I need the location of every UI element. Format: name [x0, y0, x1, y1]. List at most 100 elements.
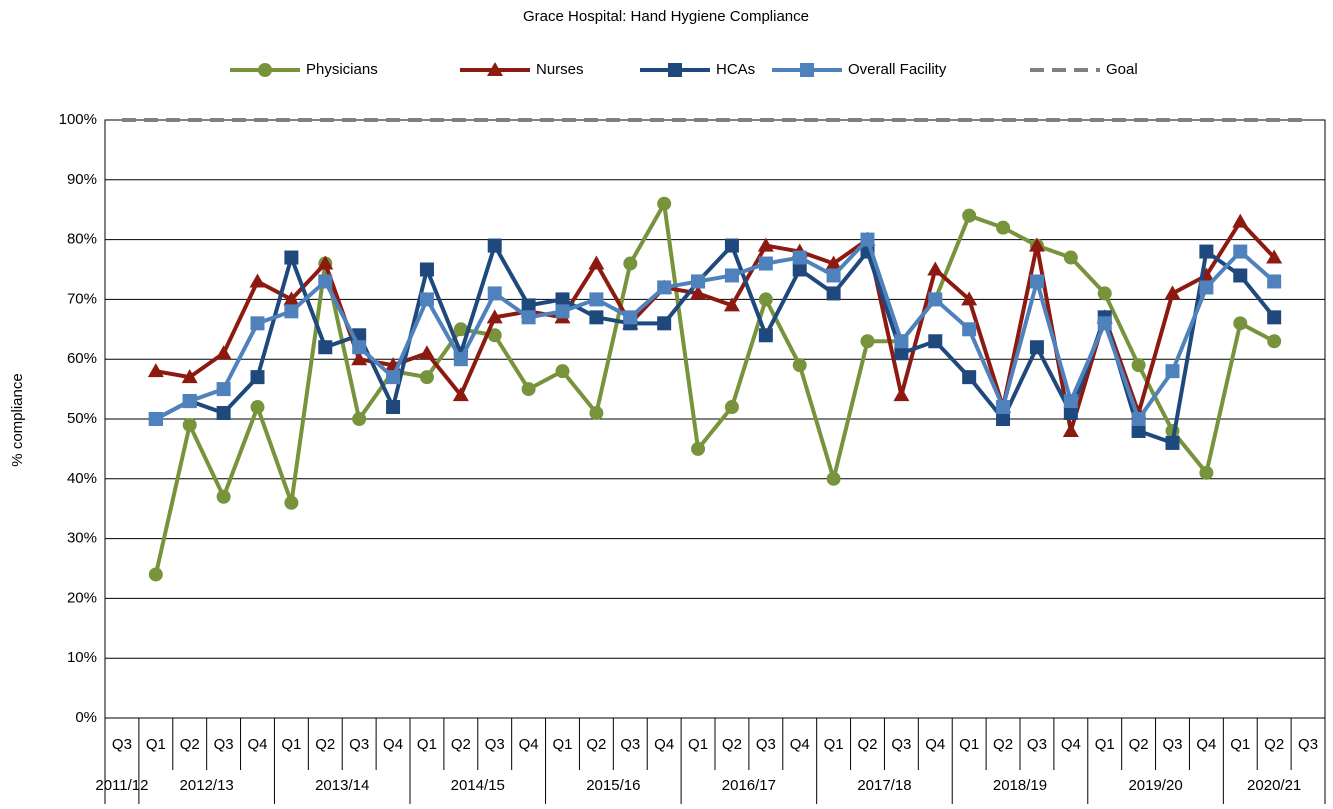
- x-tick-label: Q2: [722, 736, 742, 753]
- point: [352, 412, 367, 426]
- point: [317, 255, 334, 270]
- point: [1063, 406, 1078, 421]
- x-tick-label: Q2: [1129, 736, 1149, 753]
- x-tick-label: Q2: [315, 736, 335, 753]
- x-tick-label: Q3: [349, 736, 369, 753]
- x-tick-label: Q1: [146, 736, 166, 753]
- point: [623, 310, 638, 325]
- x-tick-label: Q2: [451, 736, 471, 753]
- point: [453, 352, 468, 367]
- legend-label: HCAs: [716, 61, 755, 78]
- point: [1131, 423, 1146, 438]
- point: [182, 394, 197, 409]
- y-tick-label: 70%: [67, 290, 97, 307]
- point: [792, 358, 807, 373]
- point: [453, 322, 468, 337]
- point: [452, 387, 469, 402]
- y-tick-label: 100%: [59, 111, 97, 128]
- point: [487, 328, 502, 343]
- point: [284, 250, 299, 265]
- point: [250, 316, 265, 331]
- chart-title: Grace Hospital: Hand Hygiene Compliance: [523, 8, 809, 25]
- point: [1267, 334, 1282, 349]
- x-group-label: 2018/19: [993, 777, 1047, 794]
- point: [1131, 412, 1146, 426]
- series-line: [154, 237, 1276, 421]
- point: [521, 298, 536, 313]
- point: [1029, 340, 1044, 355]
- legend-label: Physicians: [306, 61, 378, 78]
- x-tick-label: Q2: [180, 736, 200, 753]
- x-tick-label: Q4: [790, 736, 810, 753]
- point: [792, 250, 807, 265]
- x-tick-label: Q3: [756, 736, 776, 753]
- x-tick-label: Q4: [1196, 736, 1216, 753]
- point: [487, 286, 502, 301]
- point: [1063, 250, 1078, 265]
- point: [284, 304, 299, 319]
- point: [487, 238, 502, 253]
- y-tick-label: 10%: [67, 649, 97, 666]
- x-tick-label: Q2: [857, 736, 877, 753]
- point: [588, 255, 605, 270]
- point: [826, 471, 841, 486]
- point: [521, 382, 536, 397]
- x-tick-label: Q4: [654, 736, 674, 753]
- point: [147, 363, 164, 378]
- y-tick-label: 0%: [75, 709, 97, 726]
- point: [860, 232, 875, 247]
- y-tick-label: 40%: [67, 470, 97, 487]
- point: [1266, 249, 1283, 264]
- point: [318, 274, 333, 289]
- point: [1233, 316, 1248, 331]
- point: [894, 334, 909, 349]
- x-tick-label: Q2: [993, 736, 1013, 753]
- x-tick-label: Q1: [417, 736, 437, 753]
- point: [351, 351, 368, 366]
- point: [249, 273, 266, 288]
- point: [757, 237, 774, 252]
- point: [1199, 465, 1214, 480]
- point: [996, 412, 1011, 426]
- point: [216, 406, 231, 421]
- legend-label: Goal: [1106, 61, 1138, 78]
- point: [386, 370, 401, 385]
- point: [927, 261, 944, 276]
- x-tick-label: Q3: [485, 736, 505, 753]
- y-tick-label: 50%: [67, 410, 97, 427]
- point: [283, 291, 300, 306]
- point: [1063, 394, 1078, 409]
- x-tick-label: Q1: [688, 736, 708, 753]
- x-tick-label: Q3: [891, 736, 911, 753]
- point: [657, 196, 672, 211]
- point: [521, 310, 536, 325]
- x-tick-label: Q3: [1162, 736, 1182, 753]
- legend-label: Overall Facility: [848, 61, 947, 78]
- y-tick-label: 30%: [67, 530, 97, 547]
- x-group-label: 2020/21: [1247, 777, 1301, 794]
- legend-label: Nurses: [536, 61, 584, 78]
- point: [589, 406, 604, 421]
- x-group-label: 2019/20: [1128, 777, 1182, 794]
- point: [1028, 237, 1045, 252]
- y-tick-label: 20%: [67, 589, 97, 606]
- point: [589, 310, 604, 325]
- point: [419, 262, 434, 277]
- point: [724, 400, 739, 415]
- point: [690, 285, 707, 300]
- legend-marker: [487, 62, 503, 76]
- point: [723, 297, 740, 312]
- x-tick-label: Q1: [1230, 736, 1250, 753]
- point: [962, 322, 977, 337]
- point: [250, 370, 265, 385]
- x-group-label: 2013/14: [315, 777, 369, 794]
- point: [657, 316, 672, 331]
- x-tick-label: Q4: [383, 736, 403, 753]
- x-group-label: 2015/16: [586, 777, 640, 794]
- point: [962, 370, 977, 385]
- point: [555, 364, 570, 379]
- point: [1232, 213, 1249, 228]
- point: [418, 345, 435, 360]
- point: [691, 441, 706, 456]
